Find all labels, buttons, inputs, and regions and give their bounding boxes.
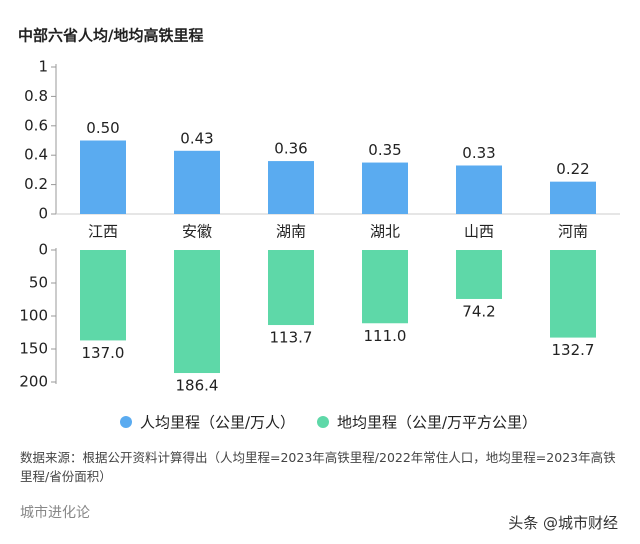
y-tick-label: 0.6 [24,116,48,134]
footer-left: 城市进化论 [20,505,90,521]
value-label: 0.50 [86,119,119,137]
bar [550,250,596,338]
source-note: 数据来源：根据公开资料计算得出（人均里程=2023年高铁里程/2022年常住人口… [20,450,616,484]
value-label: 0.36 [274,140,307,158]
bar [268,161,314,214]
y2-tick-label: 0 [38,241,48,259]
bar [174,150,220,214]
y-tick-label: 0.4 [24,146,48,164]
y2-tick-label: 150 [19,340,48,358]
x-tick-label: 江西 [88,223,118,241]
y-tick-label: 1 [38,58,48,76]
x-tick-label: 河南 [558,223,588,241]
bar [174,250,220,374]
value-label: 0.33 [462,144,495,162]
value-label: 113.7 [270,329,313,347]
x-tick-label: 山西 [464,223,494,241]
bar [362,162,408,214]
footer-right: 头条 @城市财经 [508,514,618,532]
bar [80,250,126,341]
y2-tick-label: 50 [29,274,48,292]
value-label: 0.22 [556,160,589,178]
legend-swatch [120,416,132,428]
value-label: 132.7 [552,341,595,359]
y2-tick-label: 100 [19,307,48,325]
bar [550,181,596,214]
value-label: 0.43 [180,129,213,147]
y-tick-label: 0.8 [24,87,48,105]
legend-label: 人均里程（公里/万人） [140,414,295,432]
bar [456,250,502,299]
bar [362,250,408,324]
value-label: 137.0 [82,344,125,362]
x-tick-label: 湖南 [276,223,306,241]
bar [456,165,502,214]
legend-label: 地均里程（公里/万平方公里） [337,414,537,432]
value-label: 111.0 [364,327,407,345]
chart-title: 中部六省人均/地均高铁里程 [18,27,203,45]
y-tick-label: 0.2 [24,175,48,193]
value-label: 74.2 [462,302,495,320]
value-label: 186.4 [176,377,219,395]
legend-swatch [317,416,329,428]
bar [80,140,126,214]
x-tick-label: 安徽 [182,223,212,241]
bar [268,250,314,326]
x-tick-label: 湖北 [370,223,400,241]
y-tick-label: 0 [38,205,48,223]
y2-tick-label: 200 [19,373,48,391]
value-label: 0.35 [368,141,401,159]
